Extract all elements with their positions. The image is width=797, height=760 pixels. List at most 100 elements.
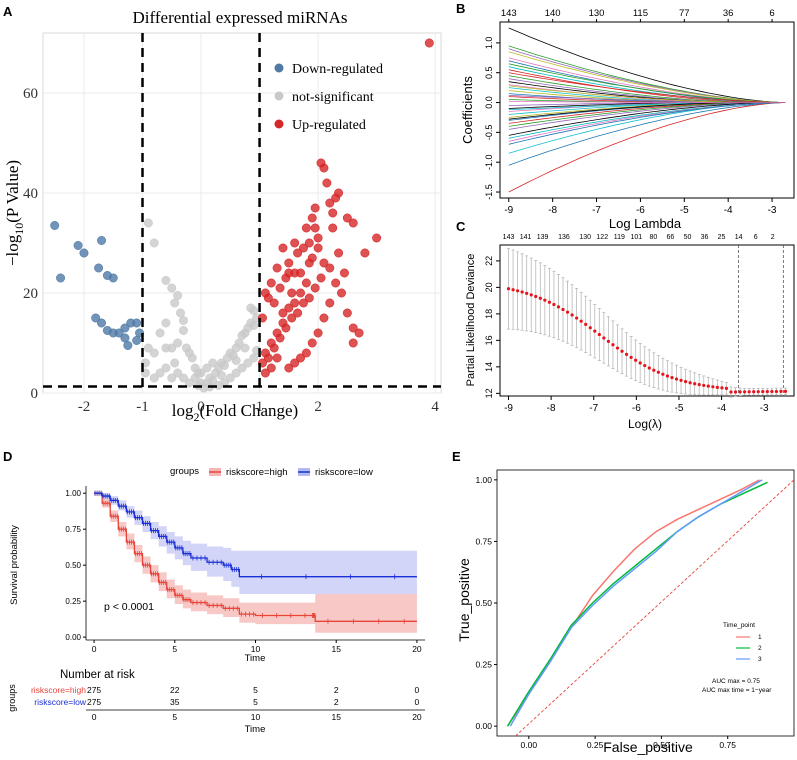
panel-b-xlabel: Log Lambda [609, 216, 682, 231]
point-not-significant [231, 368, 241, 378]
top-tick-label: 101 [631, 234, 643, 241]
point-up-regulated [263, 353, 273, 363]
legend-label-1: 1 [758, 634, 762, 641]
top-tick-label: 140 [545, 8, 561, 19]
point-down-regulated [132, 335, 142, 345]
panel-e-lines [506, 479, 795, 737]
cv-mean-point [602, 336, 606, 340]
cv-mean-point [570, 313, 574, 317]
y-tick-label: 1.0 [484, 37, 494, 50]
coefficient-path [508, 102, 786, 130]
cv-mean-point [729, 390, 733, 394]
top-tick-label: 80 [649, 234, 657, 241]
point-not-significant [243, 358, 253, 368]
cv-mean-point [647, 366, 651, 370]
risk-table-x-tick-label: 15 [331, 712, 341, 722]
panel-d-legend: groups riskscore=high riskscore=low [170, 466, 373, 478]
point-not-significant [161, 363, 171, 373]
cv-mean-point [770, 389, 774, 394]
panel-e-xlabel: False_positive [603, 739, 693, 755]
panel-e-annotation-1: AUC max = 0.75 [712, 678, 760, 685]
cv-mean-point [665, 374, 670, 378]
panel-e: E 0.00 0.25 0.50 0.75 0.00 0.25 0.50 0.75 1.00 F… [452, 449, 795, 755]
point-up-regulated [319, 258, 329, 268]
cv-mean-point [575, 316, 579, 320]
y-tick-label: 40 [23, 186, 38, 202]
legend-dot-up [274, 119, 284, 129]
point-up-regulated [301, 348, 311, 358]
x-tick-label: 0 [197, 399, 205, 415]
risk-table-x-tick-label: 0 [92, 712, 97, 722]
cv-mean-point [747, 390, 751, 394]
point-up-regulated [272, 353, 282, 363]
y-tick-label: -1.0 [484, 154, 494, 170]
cv-mean-point [752, 390, 756, 394]
panel-e-annotation-2: AUC max time = 1−year [702, 687, 772, 694]
cv-mean-point [661, 372, 665, 376]
y-tick-label: 0.25 [65, 597, 81, 606]
point-not-significant [246, 303, 256, 313]
reference-diagonal [515, 479, 795, 737]
point-up-regulated [319, 163, 329, 173]
point-not-significant [161, 343, 171, 353]
cv-mean-point [743, 390, 747, 394]
point-up-regulated [284, 363, 294, 373]
legend-label-3: 3 [758, 656, 762, 663]
cv-mean-point [783, 389, 788, 393]
y-tick-label: 1.00 [65, 489, 81, 498]
x-tick-label: -9 [504, 403, 513, 414]
y-tick-label: 0 [31, 386, 39, 402]
legend-dot-ns [274, 91, 284, 101]
point-up-regulated [342, 308, 352, 318]
point-up-regulated [307, 213, 317, 223]
point-up-regulated [354, 328, 364, 338]
point-down-regulated [114, 328, 124, 338]
top-tick-label: 36 [701, 234, 709, 241]
panel-c-marks [506, 245, 788, 398]
legend-label-ns: not-significant [292, 90, 374, 105]
point-up-regulated [260, 368, 270, 378]
panel-d-plot [94, 490, 417, 633]
point-up-regulated [278, 243, 288, 253]
confidence-band-high [94, 493, 417, 633]
x-tick-label: -2 [78, 399, 91, 415]
panel-e-ylabel: True_positive [456, 558, 472, 642]
top-tick-label: 50 [684, 234, 692, 241]
risk-count: 35 [170, 697, 180, 707]
cv-mean-point [611, 343, 615, 347]
cv-mean-point [624, 352, 629, 357]
y-tick-label: 14 [484, 362, 494, 372]
panel-d-legend-title: groups [170, 466, 199, 477]
point-up-regulated [310, 223, 320, 233]
cv-mean-point [756, 390, 760, 394]
point-down-regulated [73, 241, 83, 251]
panel-e-legend: Time_point 1 2 3 [723, 622, 762, 663]
legend-label-down: Down-regulated [292, 62, 383, 77]
point-up-regulated [328, 208, 338, 218]
panel-e-plot-area [496, 469, 795, 737]
point-up-regulated [307, 253, 317, 263]
risk-table-title: Number at risk [60, 669, 135, 681]
panel-c-plot-area [499, 244, 795, 397]
point-up-regulated [424, 38, 434, 48]
point-not-significant [173, 338, 183, 348]
point-up-regulated [298, 243, 308, 253]
x-tick-label: -9 [504, 205, 513, 216]
point-up-regulated [313, 243, 323, 253]
cv-mean-point [538, 296, 542, 300]
point-up-regulated [336, 288, 346, 298]
top-tick-label: 36 [723, 8, 734, 19]
point-not-significant [143, 218, 153, 228]
point-up-regulated [331, 278, 341, 288]
cv-mean-point [643, 363, 647, 368]
cv-mean-point [638, 361, 642, 365]
top-tick-label: 136 [558, 234, 570, 241]
point-not-significant [176, 308, 186, 318]
point-down-regulated [102, 270, 112, 280]
point-up-regulated [298, 298, 308, 308]
x-tick-label: -5 [680, 205, 689, 216]
coefficient-path [508, 72, 786, 103]
cv-mean-point [715, 385, 719, 389]
x-tick-label: -6 [632, 403, 641, 414]
